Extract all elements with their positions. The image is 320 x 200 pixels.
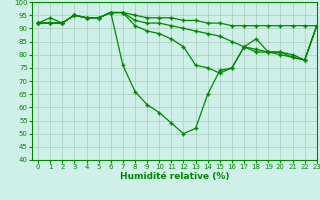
X-axis label: Humidité relative (%): Humidité relative (%) bbox=[120, 172, 229, 181]
